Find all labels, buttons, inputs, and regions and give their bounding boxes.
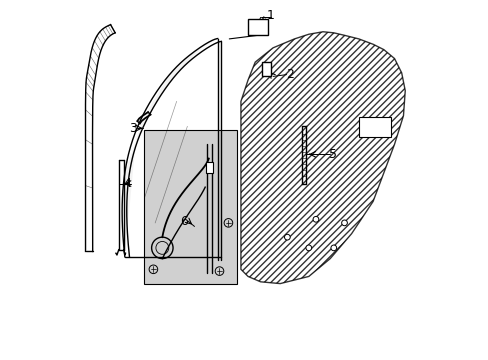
- Circle shape: [305, 245, 311, 251]
- Bar: [205, 162, 212, 173]
- Text: 4: 4: [123, 177, 131, 190]
- Circle shape: [284, 234, 290, 240]
- Bar: [247, 19, 267, 35]
- Circle shape: [341, 220, 346, 226]
- Polygon shape: [241, 32, 405, 284]
- Polygon shape: [143, 130, 237, 284]
- Text: 6: 6: [180, 215, 187, 228]
- Polygon shape: [124, 39, 217, 257]
- Text: 5: 5: [328, 148, 336, 161]
- Bar: [358, 117, 390, 137]
- Circle shape: [312, 216, 318, 222]
- Text: 3: 3: [129, 122, 137, 135]
- Bar: [262, 62, 271, 76]
- Circle shape: [330, 245, 336, 251]
- Text: 1: 1: [266, 9, 274, 22]
- Text: 2: 2: [285, 68, 294, 81]
